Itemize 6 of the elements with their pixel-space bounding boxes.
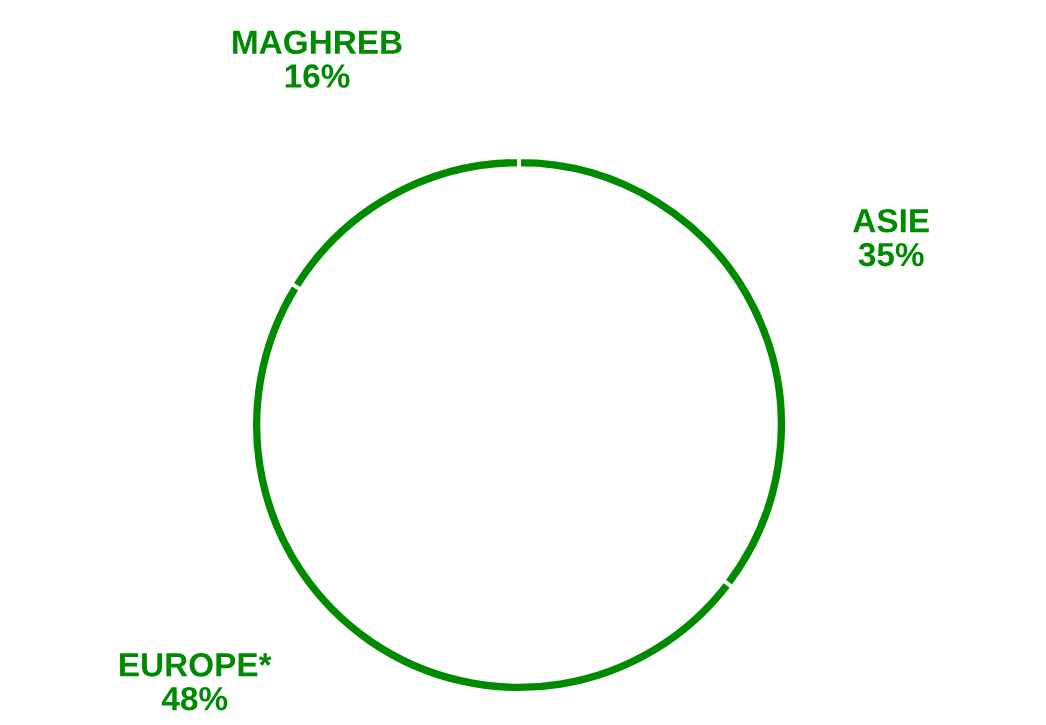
data-label: 48%	[161, 686, 228, 711]
slice-label: EUROPE*	[120, 653, 272, 677]
slice-label: ASIE	[853, 208, 929, 233]
data-label: 16%	[285, 64, 350, 88]
data-label: 35%	[858, 242, 924, 267]
slice-label: MAGHREB	[233, 30, 402, 55]
